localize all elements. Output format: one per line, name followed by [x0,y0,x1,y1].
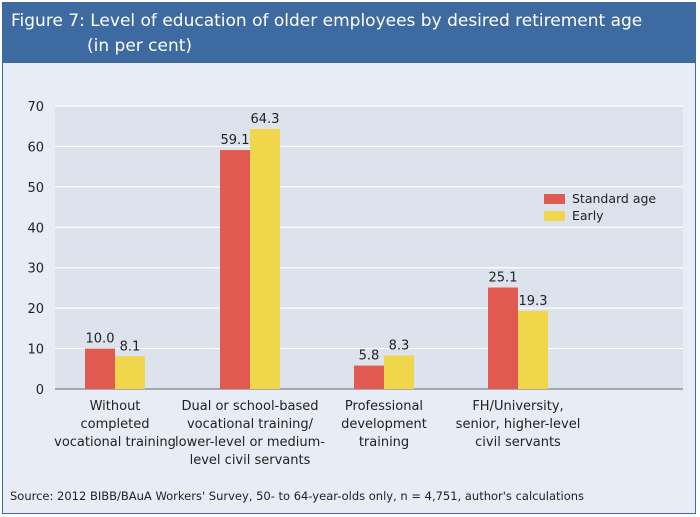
bar-early [518,310,548,389]
x-tick-label: Dual or school-based [181,399,318,414]
data-label: 8.3 [389,338,410,353]
y-tick-label: 50 [27,181,44,196]
data-label: 10.0 [86,332,115,347]
gridlines [55,105,683,350]
bar-standard-age [354,365,384,389]
x-tick-label: Professional [345,399,423,414]
x-tick-label: development [341,417,427,432]
x-axis-labels: Without completed vocational training Dual … [54,399,580,468]
y-tick-label: 20 [27,302,44,317]
x-tick-label: senior, higher-level [456,417,581,432]
bars: 10.0 59.1 5.8 25.1 8.1 64.3 8.3 19.3 [85,112,548,389]
source-note: Source: 2012 BIBB/BAuA Workers' Survey, … [10,489,585,503]
legend-swatch [544,194,565,204]
x-tick-label: Without [90,399,141,414]
data-label: 25.1 [489,271,518,286]
bar-early [250,129,280,389]
x-tick-label: vocational training/ [187,417,314,432]
bar-early [115,356,145,389]
data-label: 64.3 [251,112,280,127]
y-tick-label: 10 [27,343,44,358]
x-tick-label: completed [81,417,150,432]
legend-swatch [544,211,565,221]
y-tick-label: 0 [36,383,44,398]
y-tick-label: 60 [27,140,44,155]
figure-title: Figure 7: Level of education of older em… [11,11,643,31]
y-tick-label: 40 [27,221,44,236]
bar-standard-age [85,348,115,389]
data-label: 59.1 [221,133,250,148]
plot-area [55,106,683,389]
bar-standard-age [488,287,518,389]
legend-label: Standard age [572,191,656,206]
data-label: 8.1 [120,339,141,354]
legend: Standard age Early [544,191,656,223]
x-tick-label: civil servants [475,435,561,450]
y-tick-label: 70 [27,100,44,115]
x-tick-label: training [359,435,409,450]
figure-header: Figure 7: Level of education of older em… [3,3,695,63]
legend-label: Early [572,208,604,223]
bar-standard-age [220,150,250,389]
data-label: 5.8 [359,349,380,364]
x-tick-label: lower-level or medium- [175,435,325,450]
data-label: 19.3 [519,294,548,309]
x-tick-label: FH/University, [472,399,563,414]
figure-subtitle: (in per cent) [87,36,193,56]
bar-early [384,355,414,389]
x-tick-label: level civil servants [190,453,311,468]
x-tick-label: vocational training [54,435,176,450]
y-tick-label: 30 [27,262,44,277]
